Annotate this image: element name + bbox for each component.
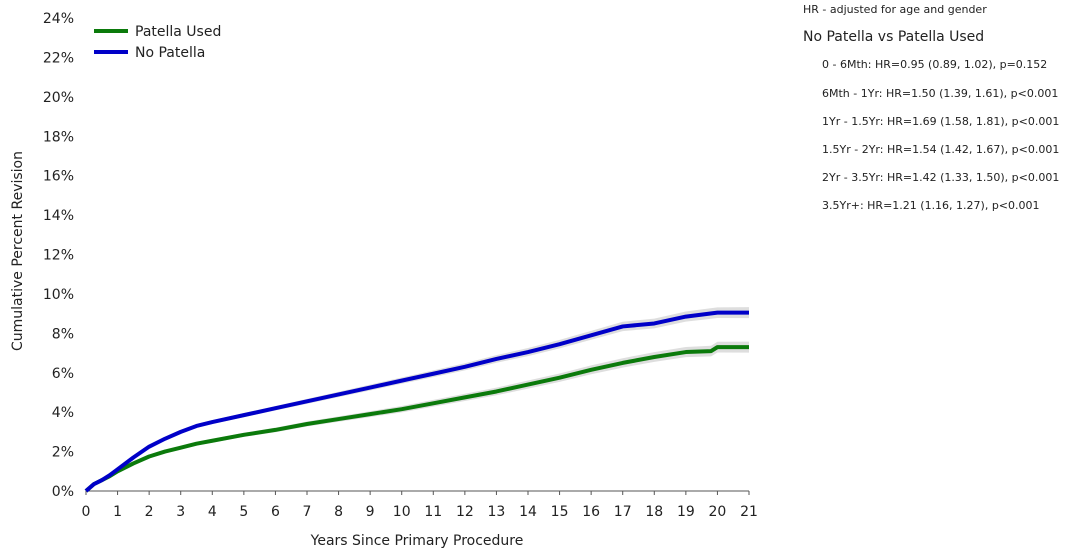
hr-row: 6Mth - 1Yr: HR=1.50 (1.39, 1.61), p<0.00… <box>822 87 1059 100</box>
y-tick-label: 4% <box>52 405 74 421</box>
x-tick-label: 13 <box>488 504 506 520</box>
x-tick-label: 17 <box>614 504 632 520</box>
series-lines <box>84 310 749 493</box>
x-tick-label: 20 <box>709 504 727 520</box>
x-tick-label: 8 <box>334 504 343 520</box>
y-tick-label: 14% <box>43 208 74 224</box>
hr-row: 2Yr - 3.5Yr: HR=1.42 (1.33, 1.50), p<0.0… <box>822 171 1060 184</box>
x-tick-label: 15 <box>551 504 569 520</box>
chart: Cumulative Percent Revision Years Since … <box>10 11 758 549</box>
y-tick-label: 2% <box>52 445 74 461</box>
hr-row: 0 - 6Mth: HR=0.95 (0.89, 1.02), p=0.152 <box>822 58 1048 71</box>
y-tick-label: 0% <box>52 484 74 500</box>
legend-label: No Patella <box>135 45 205 61</box>
hr-row: 1.5Yr - 2Yr: HR=1.54 (1.42, 1.67), p<0.0… <box>822 143 1060 156</box>
y-tick-label: 6% <box>52 366 74 382</box>
y-axis-title: Cumulative Percent Revision <box>10 151 26 351</box>
y-tick-label: 8% <box>52 326 74 342</box>
x-tick-label: 1 <box>113 504 122 520</box>
y-tick-label: 24% <box>43 11 74 27</box>
hr-comparison-title: No Patella vs Patella Used <box>803 29 985 45</box>
y-tick-label: 18% <box>43 129 74 145</box>
y-tick-label: 22% <box>43 50 74 66</box>
y-axis-label: Cumulative Percent Revision <box>10 151 26 351</box>
x-tick-label: 5 <box>239 504 248 520</box>
x-tick-label: 10 <box>393 504 411 520</box>
x-tick-label: 18 <box>645 504 663 520</box>
y-tick-label: 12% <box>43 248 74 264</box>
hr-row: 1Yr - 1.5Yr: HR=1.69 (1.58, 1.81), p<0.0… <box>822 115 1060 128</box>
legend-label: Patella Used <box>135 24 221 40</box>
x-tick-label: 11 <box>424 504 442 520</box>
y-tick-label: 16% <box>43 169 74 185</box>
x-tick-label: 19 <box>677 504 695 520</box>
hr-adjustment-note: HR - adjusted for age and gender <box>803 3 987 16</box>
x-tick-label: 12 <box>456 504 474 520</box>
x-tick-label: 9 <box>366 504 375 520</box>
x-tick-label: 6 <box>271 504 280 520</box>
x-tick-label: 14 <box>519 504 537 520</box>
x-ticks: 0 1 2 3 4 5 6 7 8 9 10 11 12 13 14 15 16 17 18 19 20 21 <box>82 491 758 520</box>
y-tick-label: 10% <box>43 287 74 303</box>
series-line <box>84 345 749 493</box>
x-tick-label: 2 <box>145 504 154 520</box>
x-axis-label: Years Since Primary Procedure <box>310 533 524 549</box>
x-tick-label: 16 <box>582 504 600 520</box>
x-tick-label: 4 <box>208 504 217 520</box>
legend: Patella Used No Patella <box>94 24 221 61</box>
confidence-band <box>86 341 749 491</box>
confidence-band <box>86 307 749 491</box>
y-tick-label: 20% <box>43 90 74 106</box>
y-ticks: 0% 2% 4% 6% 8% 10% 12% 14% 16% 18% 20% 22% 24% <box>43 11 74 500</box>
x-tick-label: 0 <box>82 504 91 520</box>
hr-row: 3.5Yr+: HR=1.21 (1.16, 1.27), p<0.001 <box>822 199 1040 212</box>
x-tick-label: 7 <box>303 504 312 520</box>
x-tick-label: 21 <box>740 504 758 520</box>
x-tick-label: 3 <box>176 504 185 520</box>
series-line <box>84 310 749 493</box>
confidence-bands <box>86 307 749 491</box>
